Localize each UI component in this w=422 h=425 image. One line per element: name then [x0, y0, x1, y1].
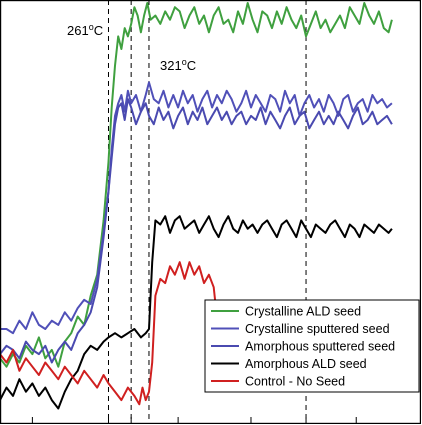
vline-label-0: 261oC [67, 22, 103, 38]
series-line-1 [0, 81, 393, 335]
series-line-0 [0, 2, 393, 368]
series-line-2 [0, 98, 393, 364]
plot-series [0, 2, 393, 410]
legend-label-3: Amorphous ALD seed [245, 357, 367, 371]
legend-label-2: Amorphous sputtered seed [245, 340, 395, 354]
legend-items: Crystalline ALD seed Crystalline sputtere… [211, 305, 395, 389]
legend-label-4: Control - No Seed [245, 375, 345, 389]
temperature-annotations: 261oC 321oC [67, 22, 196, 73]
vline-label-2: 321oC [160, 57, 196, 73]
legend-label-0: Crystalline ALD seed [245, 305, 361, 319]
legend: Crystalline ALD seed Crystalline sputtere… [204, 299, 420, 393]
legend-label-1: Crystalline sputtered seed [245, 322, 390, 336]
legend-box [204, 299, 420, 393]
series-line-3 [0, 215, 393, 410]
